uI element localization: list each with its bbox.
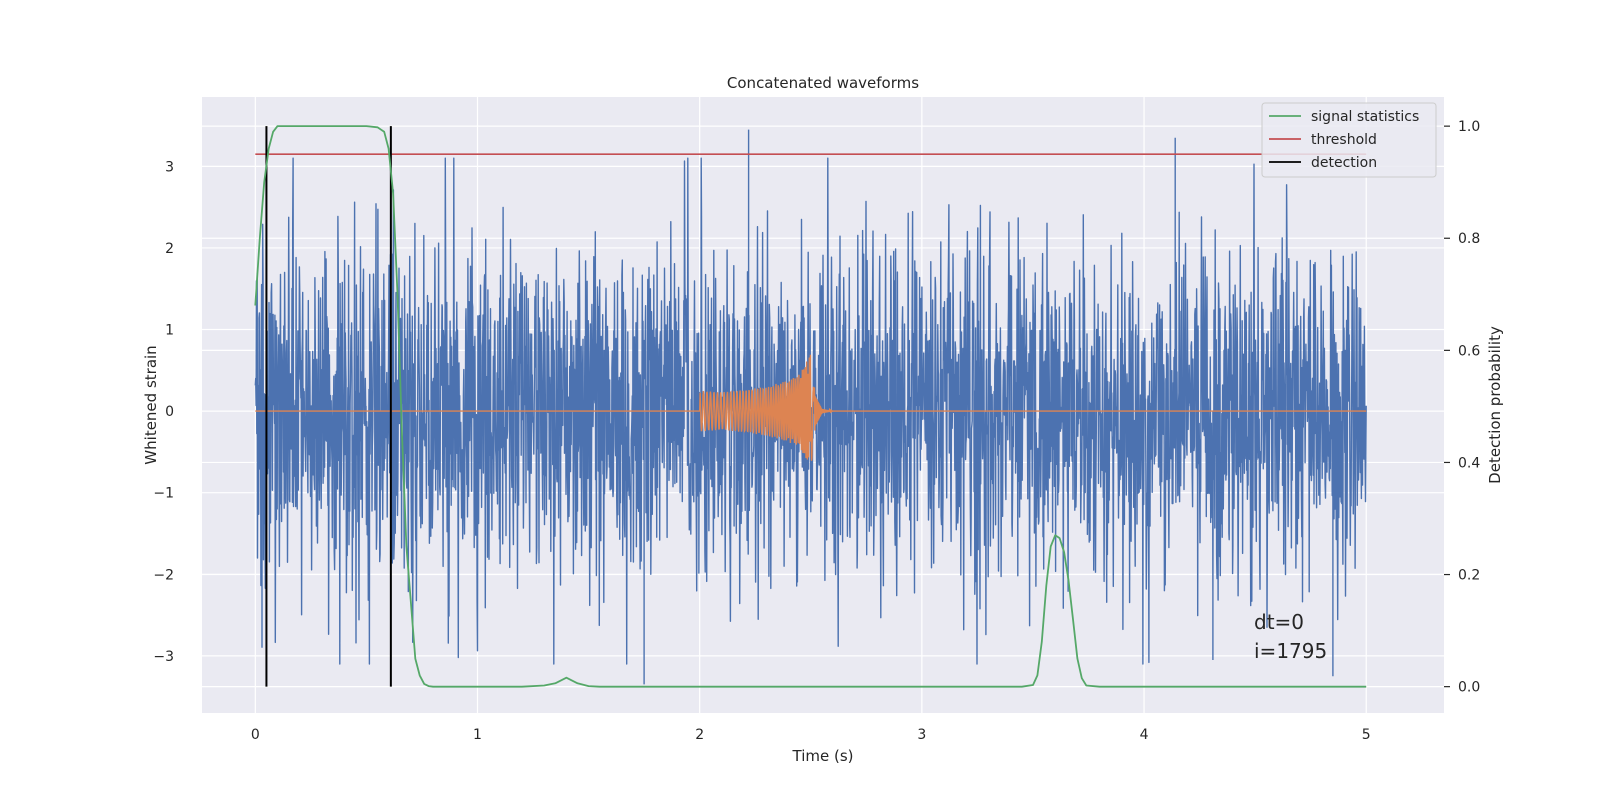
y-axis-ticks: −3 −2 −1 0 1 2 3 bbox=[153, 159, 174, 665]
y-right-tick-label: 0.4 bbox=[1458, 455, 1480, 471]
legend-label-threshold: threshold bbox=[1311, 132, 1377, 148]
y-right-tick-label: 0.6 bbox=[1458, 343, 1480, 359]
annotation-i: i=1795 bbox=[1254, 639, 1327, 663]
injected-signal-series bbox=[255, 354, 1367, 461]
x-tick-label: 0 bbox=[251, 727, 260, 743]
x-axis-label: Time (s) bbox=[792, 747, 854, 765]
legend-label-signal-statistics: signal statistics bbox=[1311, 109, 1419, 125]
noise-line bbox=[254, 129, 1367, 685]
x-tick-label: 1 bbox=[473, 727, 482, 743]
legend-label-detection: detection bbox=[1311, 155, 1377, 171]
y-right-tick-label: 1.0 bbox=[1458, 119, 1480, 135]
y-axis-label: Whitened strain bbox=[142, 345, 160, 464]
annotation-dt: dt=0 bbox=[1254, 610, 1304, 634]
y-tick-label: 0 bbox=[165, 404, 174, 420]
y-right-tick-label: 0.2 bbox=[1458, 568, 1480, 584]
x-tick-label: 2 bbox=[695, 727, 704, 743]
y-tick-label: 3 bbox=[165, 159, 174, 175]
y-right-tick-label: 0.0 bbox=[1458, 680, 1480, 696]
legend: signal statistics threshold detection bbox=[1261, 102, 1437, 178]
x-tick-label: 3 bbox=[917, 727, 926, 743]
y-tick-label: 2 bbox=[165, 241, 174, 257]
x-tick-label: 5 bbox=[1362, 727, 1371, 743]
y-tick-label: −3 bbox=[153, 649, 174, 665]
signal-statistics-line bbox=[254, 125, 1367, 688]
detection-series bbox=[265, 126, 392, 687]
legend-box bbox=[1261, 102, 1437, 178]
y-right-axis-label: Detection probability bbox=[1486, 326, 1504, 484]
y-tick-label: −1 bbox=[153, 486, 174, 502]
x-axis-ticks: 0 1 2 3 4 5 bbox=[251, 727, 1371, 743]
y-tick-label: 1 bbox=[165, 323, 174, 339]
signal-statistics-series bbox=[254, 125, 1367, 688]
injected-signal-line bbox=[255, 354, 1367, 461]
chart-title: Concatenated waveforms bbox=[727, 74, 919, 92]
y-right-tick-label: 0.8 bbox=[1458, 231, 1480, 247]
y-tick-label: −2 bbox=[153, 567, 174, 583]
y-right-axis-ticks: 0.0 0.2 0.4 0.6 0.8 1.0 bbox=[1444, 119, 1480, 696]
x-tick-label: 4 bbox=[1140, 727, 1149, 743]
noise-series bbox=[254, 129, 1367, 685]
